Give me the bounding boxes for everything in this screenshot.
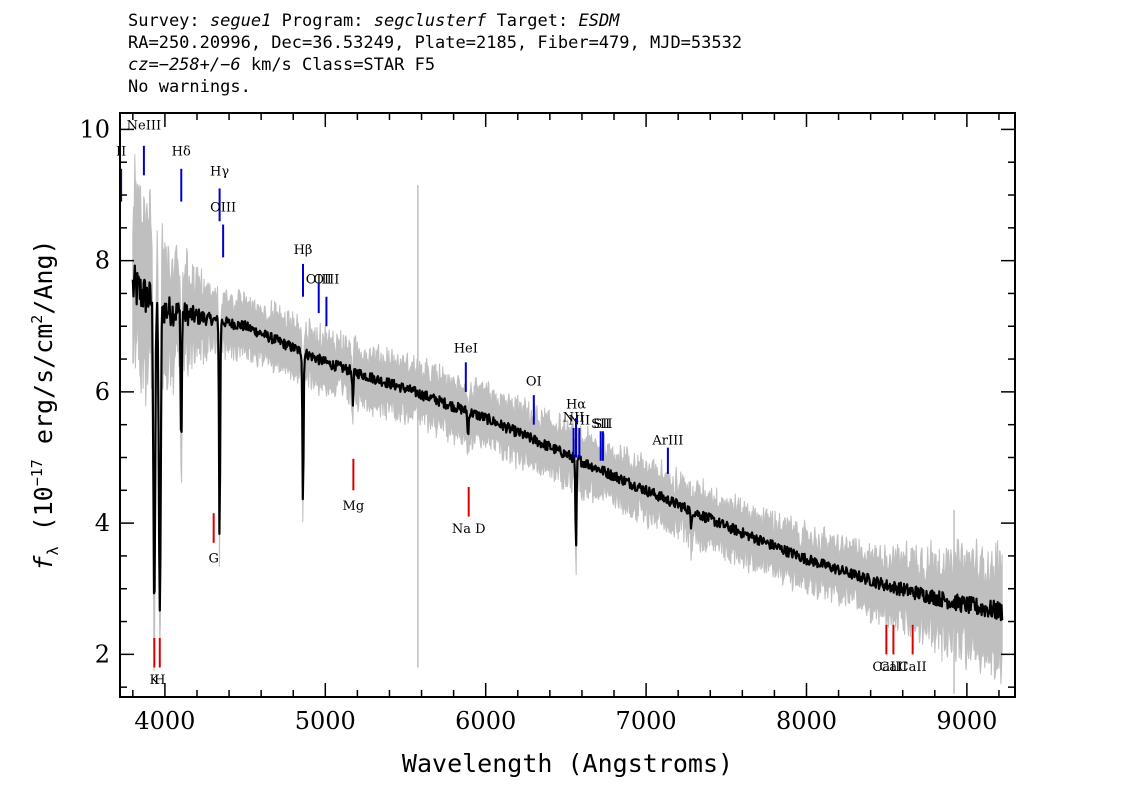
emission-line-label: ArIII: [651, 433, 683, 448]
class-value: km/s Class=STAR F5: [250, 55, 436, 75]
absorption-line-marker: CaII: [872, 624, 900, 675]
emission-line-label: Hα: [566, 397, 586, 412]
redshift-value: cz=−258+/−6: [128, 55, 241, 75]
emission-line-label: Hγ: [210, 164, 229, 179]
emission-line-label: NII: [563, 410, 585, 425]
flux-line: [131, 264, 1004, 622]
absorption-line-label: Mg: [343, 499, 365, 514]
header-line-survey: Survey: segue1 Program: segclusterf Targ…: [128, 11, 620, 31]
emission-line-label: SII: [593, 417, 612, 432]
y-axis-title: fλ (10−17 erg/s/cm2/Ang): [28, 239, 62, 570]
absorption-line-marker: CaII: [879, 624, 907, 675]
emission-line-label: II: [116, 145, 126, 160]
emission-line-marker: HeI: [454, 342, 478, 392]
emission-line-label: OIII: [313, 273, 339, 288]
y-tick-label: 10: [79, 115, 110, 143]
spectrum-header: Survey: segue1 Program: segclusterf Targ…: [128, 10, 742, 98]
x-tick-label: 9000: [936, 707, 997, 735]
emission-line-marker: SII: [591, 417, 610, 461]
absorption-line-label: CaII: [879, 660, 907, 675]
y-tick-label: 2: [95, 640, 110, 668]
y-tick-label: 8: [95, 247, 110, 275]
emission-line-marker: Hγ: [210, 164, 229, 222]
emission-line-marker: Hβ: [294, 243, 313, 297]
header-line-warnings: No warnings.: [128, 77, 251, 97]
program-name: segclusterf: [373, 11, 487, 31]
emission-line-label: Hδ: [172, 145, 191, 160]
emission-line-label: OIII: [210, 200, 236, 215]
absorption-line-marker: H: [154, 637, 165, 688]
x-axis-title: Wavelength (Angstroms): [402, 749, 733, 778]
survey-name: segue1: [209, 11, 272, 31]
header-line-coordinates: RA=250.20996, Dec=36.53249, Plate=2185, …: [128, 33, 743, 53]
emission-line-label: NeIII: [127, 118, 161, 133]
absorption-line-label: CaII: [899, 660, 927, 675]
flux-series: [131, 264, 1004, 622]
absorption-line-marker: Mg: [343, 458, 365, 514]
absorption-line-label: G: [208, 551, 218, 566]
x-tick-label: 7000: [616, 707, 677, 735]
x-tick-label: 5000: [295, 707, 356, 735]
absorption-line-marker: K: [149, 637, 159, 688]
y-tick-label: 4: [95, 509, 110, 537]
absorption-line-label: K: [149, 673, 159, 688]
x-tick-label: 8000: [776, 707, 837, 735]
emission-line-marker: ArIII: [651, 433, 683, 474]
emission-line-label: SII: [591, 417, 610, 432]
emission-line-marker: NII: [563, 410, 585, 458]
emission-line-marker: OIII: [313, 273, 339, 327]
y-tick-label: 6: [95, 378, 110, 406]
plot-frame: [119, 112, 1016, 698]
emission-line-label: NII: [569, 414, 591, 429]
emission-line-marker: OI: [526, 374, 542, 425]
absorption-line-label: CaII: [872, 660, 900, 675]
emission-line-label: Hβ: [294, 243, 313, 258]
x-tick-label: 4000: [134, 707, 195, 735]
emission-line-label: OIII: [306, 273, 332, 288]
emission-line-marker: NII: [569, 414, 591, 458]
emission-line-marker: II: [116, 145, 126, 202]
absorption-line-marker: Na D: [452, 487, 486, 537]
emission-line-marker: Hα: [566, 397, 586, 458]
absorption-line-marker: G: [208, 513, 219, 566]
header-line-redshift: cz=−258+/−6 km/s Class=STAR F5: [128, 54, 742, 76]
emission-line-marker: Hδ: [172, 145, 191, 202]
absorption-line-label: H: [154, 673, 165, 688]
target-name: ESDM: [578, 11, 620, 31]
axis-ticks: 4000 5000 6000 7000 8000 9000 2 4 6 8 10: [79, 113, 1015, 735]
absorption-line-marker: CaII: [899, 624, 927, 675]
emission-line-label: OI: [526, 374, 542, 389]
emission-line-marker: SII: [593, 417, 613, 461]
emission-line-marker: NeIII: [127, 118, 161, 176]
emission-line-label: HeI: [454, 342, 478, 357]
x-tick-label: 6000: [455, 707, 516, 735]
emission-line-marker: OIII: [210, 200, 236, 258]
emission-line-marker: OIII: [306, 273, 332, 314]
absorption-line-label: Na D: [452, 522, 486, 537]
